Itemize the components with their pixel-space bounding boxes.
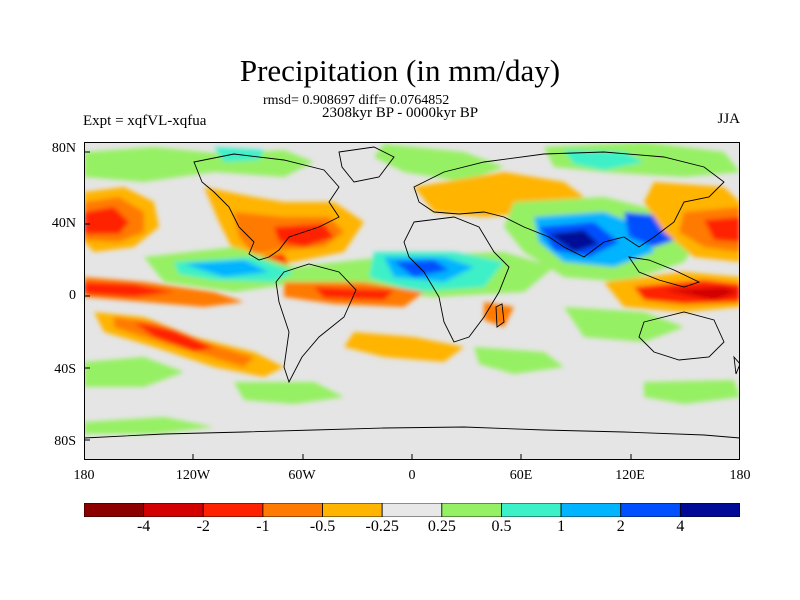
colorbar-swatch xyxy=(322,503,383,517)
colorbar-swatch xyxy=(501,503,562,517)
anomaly-positive-region xyxy=(374,144,504,182)
period-line: 2308kyr BP - 0000kyr BP xyxy=(322,105,479,121)
colorbar-label: 1 xyxy=(557,518,566,535)
colorbar-label: -1 xyxy=(256,518,270,535)
anomaly-negative-region xyxy=(274,224,334,247)
anomaly-negative-region xyxy=(664,287,740,300)
anomaly-positive-region xyxy=(184,260,269,277)
lon-tick-label: 60W xyxy=(288,468,316,483)
map-title: Precipitation (in mm/day) xyxy=(239,53,561,88)
coastline-greenland xyxy=(338,146,395,183)
coastline-australia xyxy=(638,311,725,361)
lon-tick-label: 60E xyxy=(509,468,533,483)
coastline-antarctica xyxy=(84,426,740,439)
anomaly-negative-region xyxy=(484,302,514,327)
anomaly-positive-region xyxy=(474,347,564,374)
anomaly-positive-region xyxy=(394,260,449,277)
anomaly-positive-region xyxy=(564,307,684,342)
colorbar-swatch xyxy=(381,503,443,517)
lat-tick-label: 40N xyxy=(51,216,76,231)
colorbar-swatch xyxy=(202,503,264,517)
precipitation-map xyxy=(84,142,740,460)
anomaly-positive-region xyxy=(564,150,644,170)
coastline-new-zealand xyxy=(733,355,740,375)
lon-tick-label: 180 xyxy=(73,468,95,483)
colorbar-label: 0.5 xyxy=(491,518,512,535)
colorbar-label: -4 xyxy=(136,518,151,535)
anomaly-negative-region xyxy=(84,282,174,297)
colorbar-swatch xyxy=(441,503,502,517)
anomaly-positive-region xyxy=(234,382,344,404)
colorbar-label: 2 xyxy=(616,518,625,535)
colorbar-swatch xyxy=(620,503,681,517)
anomaly-positive-region xyxy=(549,230,599,252)
lat-tick-label: 80N xyxy=(51,141,76,156)
anomaly-positive-region xyxy=(644,380,740,404)
colorbar-label: 4 xyxy=(676,518,685,535)
lat-tick-label: 80S xyxy=(54,434,76,449)
lon-tick-label: 120E xyxy=(615,468,645,483)
lat-tick-label: 0 xyxy=(69,288,76,303)
colorbar-label: -0.5 xyxy=(309,518,336,535)
axis-ticks xyxy=(84,151,632,460)
season-label: JJA xyxy=(717,111,740,127)
experiment-label: Expt = xqfVL-xqfua xyxy=(83,113,207,129)
lon-tick-label: 120W xyxy=(175,468,211,483)
anomaly-negative-region xyxy=(134,322,214,352)
colorbar-swatch xyxy=(560,503,622,517)
coastlines xyxy=(84,146,740,439)
colorbar-label: -2 xyxy=(196,518,210,535)
colorbar-swatch xyxy=(679,503,740,517)
anomaly-negative-region xyxy=(84,207,129,234)
lat-tick-label: 40S xyxy=(54,362,76,377)
coastline-north-america xyxy=(193,153,340,261)
coastline-eurasia xyxy=(413,151,725,258)
coastline-africa xyxy=(403,216,510,343)
coastline-madagascar xyxy=(495,303,505,328)
anomaly-positive-region xyxy=(84,417,214,434)
colorbar-label: -0.25 xyxy=(365,518,399,535)
colorbar-label: 0.25 xyxy=(427,518,456,535)
colorbar-swatch xyxy=(84,503,145,517)
lon-tick-label: 180 xyxy=(729,468,751,483)
colorbar xyxy=(84,503,740,517)
anomaly-positive-region xyxy=(84,357,184,387)
coastline-south-america xyxy=(275,263,357,384)
lon-tick-label: 0 xyxy=(408,468,416,483)
anomaly-fields xyxy=(84,142,740,434)
anomaly-positive-region xyxy=(544,142,740,177)
anomaly-negative-region xyxy=(704,217,740,242)
colorbar-swatch xyxy=(143,503,204,517)
colorbar-swatch xyxy=(262,503,323,517)
stats-line: rmsd= 0.908697 diff= 0.0764852 xyxy=(263,93,450,108)
anomaly-negative-region xyxy=(344,332,464,362)
coastline-southeast-asia xyxy=(628,256,701,288)
